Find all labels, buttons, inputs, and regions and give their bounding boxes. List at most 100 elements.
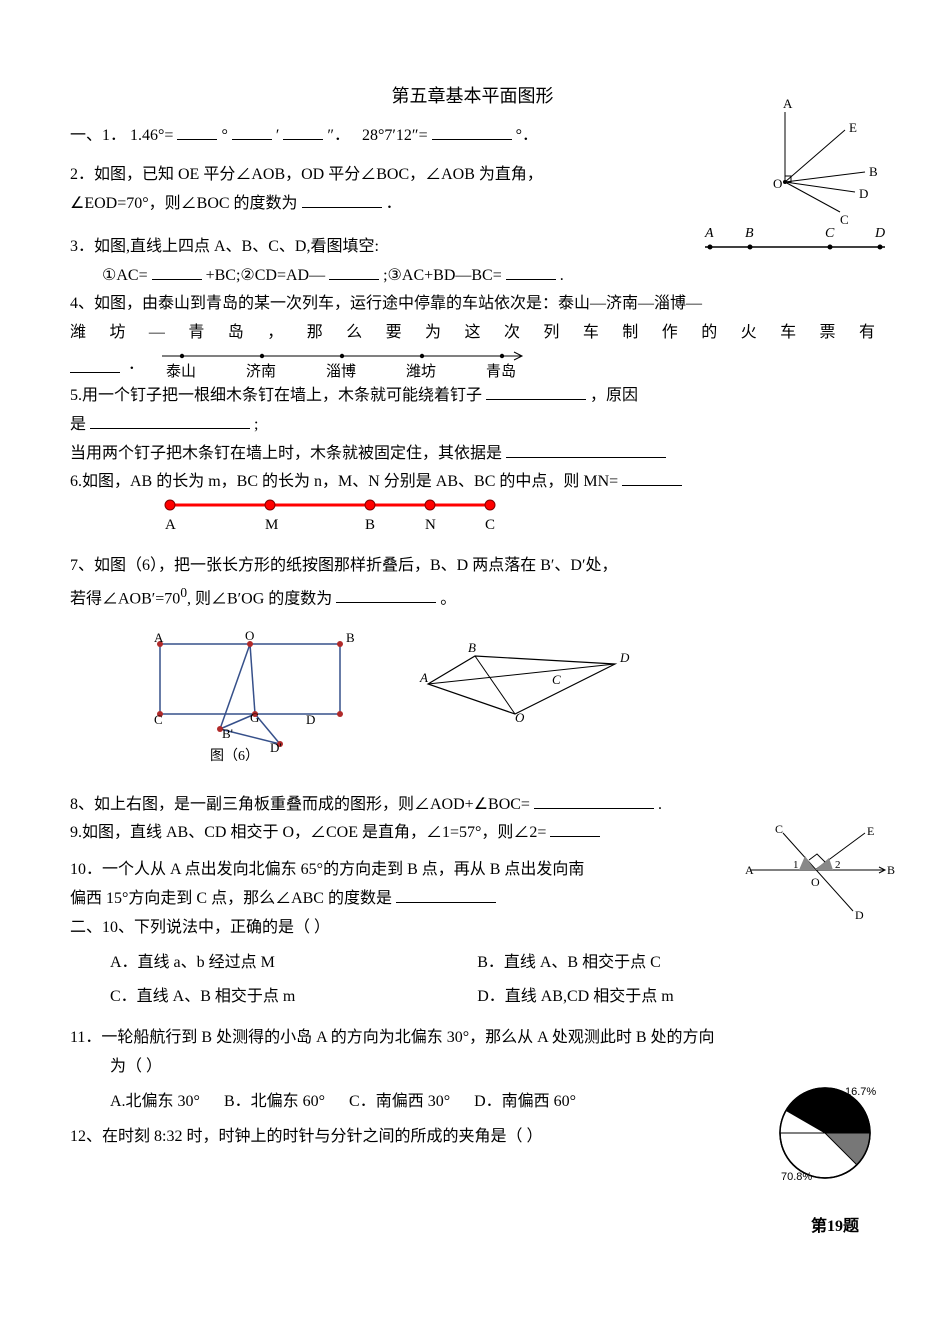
fig-q9: ABCDEO12: [745, 825, 895, 936]
svg-text:M: M: [265, 517, 278, 533]
svg-text:D: D: [874, 226, 885, 241]
q10-blank: [396, 886, 496, 903]
svg-text:济南: 济南: [246, 363, 276, 380]
q3-blank1: [152, 263, 202, 280]
sec2-q10-options: A．直线 a、b 经过点 M B．直线 A、B 相交于点 C C．直线 A、B …: [110, 949, 875, 1019]
q3-blank2: [329, 263, 379, 280]
svg-text:潍坊: 潍坊: [406, 363, 436, 380]
q5-line1: 5.用一个钉子把一根细木条钉在墙上，木条就可能绕着钉子 ，原因: [70, 382, 875, 411]
q6-line: 6.如图，AB 的长为 m，BC 的长为 n，M、N 分别是 AB、BC 的中点…: [70, 468, 875, 497]
svg-text:D: D: [306, 712, 315, 727]
fig-q6: AMBNC: [70, 497, 875, 552]
svg-text:C: C: [825, 226, 835, 241]
svg-text:B': B': [222, 726, 233, 741]
q3-d: ;③AC+BD—BC=: [383, 267, 502, 284]
svg-text:A: A: [165, 517, 176, 533]
q7-line1: 7、如图（6），把一张长方形的纸按图那样折叠后，B、D 两点落在 B′、D′处，: [70, 552, 875, 581]
q1-blank-sec: [283, 123, 323, 140]
svg-text:1: 1: [793, 859, 799, 871]
svg-text:B: B: [745, 226, 754, 241]
q4-line1: 4、如图，由泰山到青岛的某一次列车，运行途中停靠的车站依次是：泰山—济南—淄博—: [70, 290, 875, 319]
svg-text:E: E: [849, 120, 857, 135]
svg-text:16.7%: 16.7%: [845, 1086, 876, 1098]
q2-text-c: ．: [386, 195, 402, 212]
svg-text:A: A: [419, 670, 428, 685]
q8-text: 8、如上右图，是一副三角板重叠而成的图形，则∠AOD+∠BOC=: [70, 796, 530, 813]
q10-b: 偏西 15°方向走到 C 点，那么∠ABC 的度数是: [70, 890, 392, 907]
svg-text:泰山: 泰山: [166, 363, 196, 380]
q7-blank: [336, 586, 436, 603]
q5-blank1: [486, 383, 586, 400]
q8-blank: [534, 792, 654, 809]
q5-blank2: [90, 412, 250, 429]
svg-text:70.8%: 70.8%: [781, 1171, 812, 1183]
q3-b: ①AC=: [102, 267, 148, 284]
q1-blank-deg: [177, 123, 217, 140]
opt-c: C．直线 A、B 相交于点 m: [110, 983, 477, 1012]
q8-line: 8、如上右图，是一副三角板重叠而成的图形，则∠AOD+∠BOC= .: [70, 791, 875, 820]
q1-blank2: [432, 123, 512, 140]
q11-options: A.北偏东 30° B．北偏东 60° C．南偏西 30° D．南偏西 60°: [110, 1088, 875, 1117]
q1-prefix: 一、1．: [70, 127, 126, 144]
svg-text:C: C: [552, 672, 561, 687]
fig-pie: 16.7% 70.8% 第19题: [775, 1083, 895, 1243]
q9-text: 9.如图，直线 AB、CD 相交于 O，∠COE 是直角，∠1=57°，则∠2=: [70, 824, 546, 841]
q11-a: A.北偏东 30°: [110, 1088, 200, 1117]
fig-row-7-8: AOBCB'GDD'图（6） ABCDO: [70, 634, 875, 785]
q9-line: 9.如图，直线 AB、CD 相交于 O，∠COE 是直角，∠1=57°，则∠2=…: [70, 819, 875, 848]
fig-q7-right: ABCDO: [420, 634, 640, 745]
svg-text:O: O: [515, 710, 525, 725]
opt-a: A．直线 a、b 经过点 M: [110, 949, 477, 978]
svg-text:2: 2: [835, 859, 841, 871]
svg-text:淄博: 淄博: [326, 363, 356, 380]
q7-b: 若得∠AOB′=70: [70, 590, 180, 607]
q2-text-b: ∠EOD=70°，则∠BOC 的度数为: [70, 195, 298, 212]
q1-u3: ″．: [327, 127, 350, 144]
svg-text:D: D: [859, 186, 868, 201]
q11-c: C．南偏西 30°: [349, 1088, 450, 1117]
q12-text: 12、在时刻 8:32 时，时钟上的时针与分针之间的所成的夹角是（ ）: [70, 1128, 542, 1145]
svg-text:B: B: [468, 640, 476, 655]
q3-text-a: 3．如图,直线上四点 A、B、C、D,看图填空:: [70, 238, 379, 255]
q4-blank: [70, 356, 120, 373]
svg-text:图（6）: 图（6）: [210, 748, 259, 764]
q11-line2: 为（ ）: [70, 1053, 875, 1082]
svg-text:B: B: [365, 517, 375, 533]
svg-text:青岛: 青岛: [486, 363, 516, 380]
svg-text:O: O: [811, 875, 820, 889]
q1-row: 一、1． 1.46°= ° ′ ″． 28°7′12″= °． AEBDCO: [70, 122, 875, 151]
svg-text:D': D': [270, 740, 282, 755]
svg-text:A: A: [783, 96, 793, 111]
q4-line3: ． 泰山济南淄博潍坊青岛: [70, 348, 875, 382]
q5-d: ;: [254, 416, 258, 433]
q2-line2: ∠EOD=70°，则∠BOC 的度数为 ．: [70, 190, 875, 219]
q5-a: 5.用一个钉子把一根细木条钉在墙上，木条就可能绕着钉子: [70, 387, 482, 404]
q7-sup: 0: [180, 585, 187, 600]
q5-e: 当用两个钉子把木条钉在墙上时，木条就被固定住，其依据是: [70, 445, 502, 462]
pie-caption: 第19题: [775, 1213, 895, 1242]
svg-text:O: O: [245, 628, 254, 643]
q3-c: +BC;②CD=AD—: [206, 267, 326, 284]
q2-blank: [302, 191, 382, 208]
svg-text:A: A: [745, 863, 754, 877]
q7-line2: 若得∠AOB′=700, 则∠B′OG 的度数为 。: [70, 581, 875, 614]
q11-d: D．南偏西 60°: [474, 1088, 576, 1117]
svg-text:N: N: [425, 517, 436, 533]
svg-text:G: G: [250, 710, 259, 725]
q6-blank: [622, 469, 682, 486]
fig-q2: AEBDCO: [775, 112, 895, 243]
q6-a: 6.如图，AB 的长为 m，BC 的长为 n，M、N 分别是 AB、BC 的中点…: [70, 473, 618, 490]
page-title: 第五章基本平面图形: [70, 80, 875, 112]
fig-q7-left: AOBCB'GDD'图（6）: [150, 634, 360, 785]
fig-q3: A B C D: [705, 229, 895, 266]
q1-part1: 1.46°=: [130, 127, 173, 144]
opt-d: D．直线 AB,CD 相交于点 m: [477, 983, 844, 1012]
q2-line1: 2．如图，已知 OE 平分∠AOB，OD 平分∠BOC，∠AOB 为直角，: [70, 161, 875, 190]
svg-text:E: E: [867, 824, 874, 838]
q1-u2: ′: [276, 127, 280, 144]
svg-text:D: D: [855, 908, 864, 922]
svg-text:A: A: [704, 226, 714, 241]
svg-text:C: C: [775, 822, 783, 836]
q1-u1: °: [221, 127, 227, 144]
q1-u4: °．: [516, 127, 538, 144]
